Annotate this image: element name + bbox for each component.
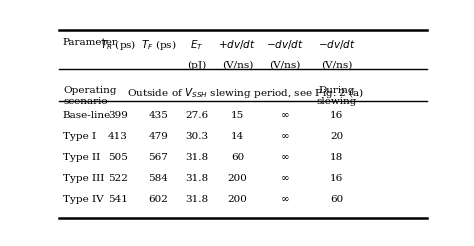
Text: 14: 14 [231,132,244,141]
Text: $T_R$ (ps): $T_R$ (ps) [100,38,136,52]
Text: (V/ns): (V/ns) [222,61,253,70]
Text: $T_F$ (ps): $T_F$ (ps) [141,38,176,52]
Text: Type III: Type III [63,174,104,183]
Text: 20: 20 [330,132,343,141]
Text: Outside of $V_{SSH}$ slewing period, see Fig. 2 (a): Outside of $V_{SSH}$ slewing period, see… [127,86,365,100]
Text: 200: 200 [228,174,247,183]
Text: 16: 16 [330,111,343,120]
Text: 15: 15 [231,111,244,120]
Text: During
slewing: During slewing [317,86,357,106]
Text: Type II: Type II [63,153,100,162]
Text: 413: 413 [108,132,128,141]
Text: 541: 541 [108,195,128,203]
Text: 200: 200 [228,195,247,203]
Text: 18: 18 [330,153,343,162]
Text: 60: 60 [330,195,343,203]
Text: Base-line: Base-line [63,111,111,120]
Text: ∞: ∞ [281,174,290,183]
Text: (V/ns): (V/ns) [270,61,301,70]
Text: 399: 399 [108,111,128,120]
Text: 30.3: 30.3 [185,132,209,141]
Text: $-dv/dt$: $-dv/dt$ [318,38,356,51]
Text: Parameter: Parameter [63,38,118,47]
Text: 16: 16 [330,174,343,183]
Text: 435: 435 [148,111,168,120]
Text: (pJ): (pJ) [187,61,207,70]
Text: 60: 60 [231,153,244,162]
Text: $+dv/dt$: $+dv/dt$ [219,38,256,51]
Text: ∞: ∞ [281,153,290,162]
Text: 584: 584 [148,174,168,183]
Text: $-dv/dt$: $-dv/dt$ [266,38,304,51]
Text: 602: 602 [148,195,168,203]
Text: 31.8: 31.8 [185,174,209,183]
Text: 567: 567 [148,153,168,162]
Text: ∞: ∞ [281,132,290,141]
Text: (V/ns): (V/ns) [321,61,352,70]
Text: 27.6: 27.6 [185,111,209,120]
Text: Type I: Type I [63,132,96,141]
Text: 479: 479 [148,132,168,141]
Text: ∞: ∞ [281,195,290,203]
Text: 505: 505 [108,153,128,162]
Text: 522: 522 [108,174,128,183]
Text: ∞: ∞ [281,111,290,120]
Text: $E_T$: $E_T$ [190,38,204,52]
Text: Operating
scenario: Operating scenario [63,86,117,106]
Text: 31.8: 31.8 [185,153,209,162]
Text: Type IV: Type IV [63,195,103,203]
Text: 31.8: 31.8 [185,195,209,203]
